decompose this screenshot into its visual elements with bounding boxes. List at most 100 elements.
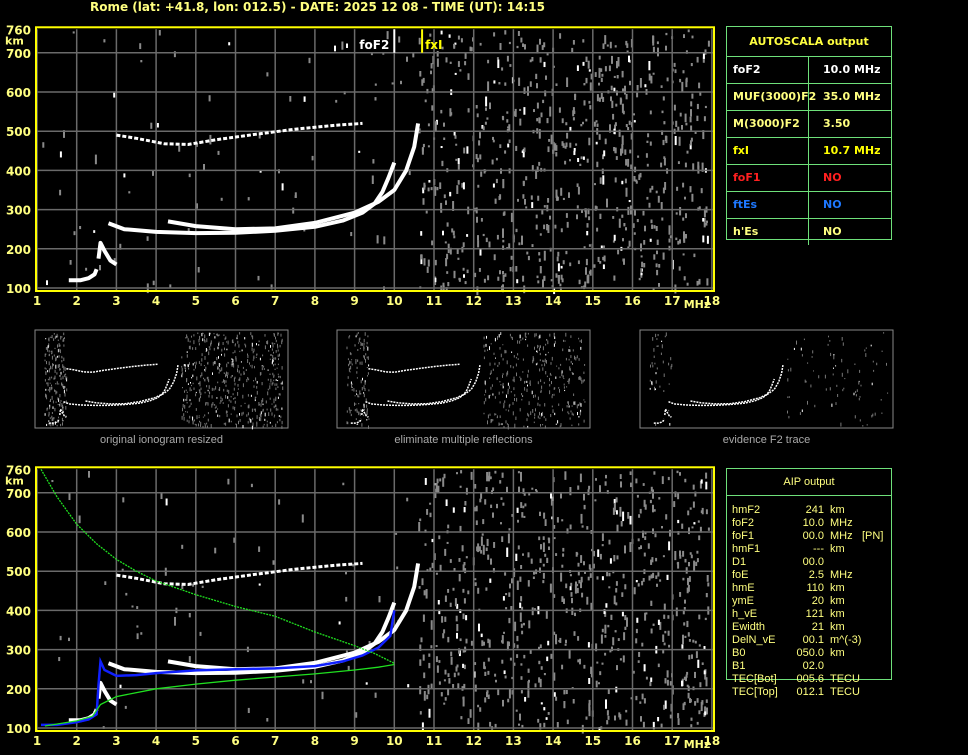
noise-dot <box>482 519 485 525</box>
thumbnail-noise <box>256 390 258 395</box>
noise-dot <box>343 91 346 95</box>
noise-dot <box>478 546 481 551</box>
thumbnail-noise <box>787 378 789 382</box>
thumbnail-noise <box>663 373 665 377</box>
thumbnail-noise <box>483 344 485 348</box>
noise-dot <box>505 607 508 610</box>
thumbnail-noise <box>252 422 254 426</box>
noise-dot <box>693 560 696 571</box>
thumbnail-noise <box>881 350 883 352</box>
thumbnail-noise <box>499 381 501 383</box>
thumbnail-noise <box>53 354 55 357</box>
thumbnail-noise <box>570 410 572 413</box>
thumbnail-noise <box>264 334 266 337</box>
noise-dot <box>467 206 470 215</box>
thumbnail-noise <box>281 425 283 429</box>
thumbnail-noise <box>183 398 185 402</box>
noise-dot <box>645 153 648 158</box>
aip-key: D1 <box>732 556 747 568</box>
noise-dot <box>628 55 630 63</box>
thumbnail-noise <box>58 348 60 353</box>
noise-dot <box>540 702 543 705</box>
thumbnail-noise <box>56 391 58 394</box>
thumbnail-noise <box>533 421 535 424</box>
aip-unit: km <box>830 504 845 516</box>
thumbnail-noise <box>886 362 887 366</box>
thumbnail-noise <box>56 372 58 375</box>
thumbnail-noise <box>559 376 561 379</box>
thumbnail-noise <box>511 336 513 340</box>
noise-dot <box>562 547 565 552</box>
noise-dot <box>625 187 628 197</box>
noise-dot <box>627 127 630 131</box>
autoscala-key: MUF(3000)F2 <box>727 84 816 110</box>
thumbnail-noise <box>62 406 64 408</box>
noise-dot <box>500 522 502 525</box>
noise-dot <box>660 202 663 210</box>
thumbnail-noise <box>578 358 580 361</box>
noise-dot <box>586 526 589 530</box>
noise-dot <box>644 532 647 535</box>
noise-dot <box>561 596 564 602</box>
thumbnail-noise <box>51 366 53 370</box>
noise-dot <box>335 99 338 103</box>
trace-x-trace <box>167 563 421 672</box>
thumbnail-noise <box>356 423 358 426</box>
noise-dot <box>614 715 616 721</box>
thumbnail-noise <box>53 417 55 420</box>
noise-dot <box>547 225 550 234</box>
noise-dot <box>577 659 580 663</box>
noise-dot <box>486 538 489 547</box>
noise-dot <box>602 43 605 49</box>
thumbnail-noise <box>367 372 369 375</box>
thumbnail-noise <box>654 362 656 365</box>
thumbnail-noise <box>787 369 789 372</box>
thumbnail-trace <box>368 363 460 373</box>
noise-dot <box>508 641 510 647</box>
thumbnail-noise <box>807 362 809 364</box>
noise-dot <box>494 470 497 474</box>
noise-dot <box>619 474 622 479</box>
noise-dot <box>601 533 604 542</box>
noise-dot <box>372 159 375 164</box>
noise-dot <box>537 280 540 284</box>
aip-row: ymE 20 km <box>732 595 932 608</box>
aip-value: 050.0 <box>796 647 824 659</box>
noise-dot <box>421 722 424 732</box>
thumbnail-noise <box>506 423 508 425</box>
thumbnail-noise <box>357 332 359 334</box>
noise-dot <box>69 260 72 265</box>
thumbnail-noise <box>281 407 283 410</box>
thumbnail-noise <box>226 410 228 414</box>
thumbnail-noise <box>659 385 661 388</box>
y-tick-label: 400 <box>6 604 31 618</box>
noise-dot <box>573 148 576 152</box>
noise-dot <box>676 562 679 565</box>
thumbnail-noise <box>499 401 501 404</box>
thumbnail-noise <box>558 367 560 370</box>
thumbnail-noise <box>656 345 658 347</box>
thumbnail-noise <box>192 363 194 366</box>
noise-dot <box>515 709 518 712</box>
thumbnail-noise <box>552 394 553 396</box>
thumbnail-noise <box>262 354 264 357</box>
thumbnail-noise <box>232 393 234 396</box>
noise-dot <box>574 583 577 594</box>
noise-dot <box>430 63 433 69</box>
noise-dot <box>661 526 663 529</box>
noise-dot <box>615 156 618 160</box>
thumbnail-noise <box>546 339 548 341</box>
noise-dot <box>555 195 558 201</box>
noise-dot <box>188 656 191 663</box>
thumbnail-noise <box>280 415 282 419</box>
noise-dot <box>214 547 217 554</box>
thumbnail-noise <box>278 393 280 396</box>
thumbnail-noise <box>652 364 654 368</box>
noise-dot <box>522 43 524 47</box>
thumbnail-noise <box>188 420 190 424</box>
thumbnail-noise <box>45 393 46 397</box>
thumbnail-noise <box>275 339 277 343</box>
noise-dot <box>539 644 542 649</box>
noise-dot <box>303 228 306 232</box>
noise-dot <box>615 581 618 586</box>
